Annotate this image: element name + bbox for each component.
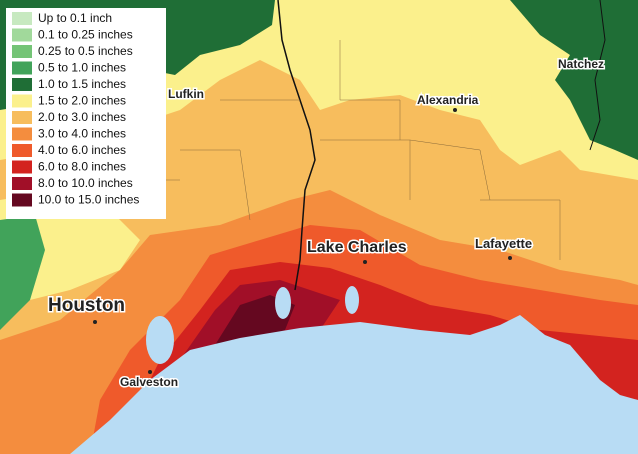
city-label: Galveston: [120, 375, 178, 389]
legend-label: 1.5 to 2.0 inches: [38, 94, 126, 108]
legend-swatch: [12, 78, 32, 91]
legend-swatch: [12, 61, 32, 75]
legend-swatch: [12, 28, 32, 42]
green-zone: [0, 215, 45, 330]
legend: Up to 0.1 inch 0.1 to 0.25 inches 0.25 to …: [6, 8, 166, 219]
city-label: Natchez: [558, 57, 604, 71]
legend-swatch: [12, 127, 32, 141]
legend-label: 0.5 to 1.0 inches: [38, 61, 126, 75]
sabine-lake: [275, 287, 291, 319]
gulf-water: [70, 315, 638, 454]
galveston-bay: [146, 316, 174, 364]
legend-swatch: [12, 144, 32, 157]
river: [589, 0, 606, 151]
green-zone: [510, 0, 638, 160]
state-border: [277, 0, 316, 291]
legend-swatch: [12, 177, 32, 190]
city-label: Lafayette: [475, 236, 532, 251]
city-label: Lufkin: [168, 87, 204, 101]
city-markers: [93, 108, 512, 374]
city-label: Lake Charles: [307, 239, 407, 256]
calcasieu-lake: [345, 286, 359, 314]
legend-label: Up to 0.1 inch: [38, 11, 112, 25]
legend-swatch: [12, 193, 32, 207]
legend-swatch: [12, 12, 32, 25]
legend-label: 6.0 to 8.0 inches: [38, 160, 126, 174]
legend-label: 2.0 to 3.0 inches: [38, 110, 126, 124]
city-label: Houston: [48, 295, 125, 316]
city-dot: [508, 256, 512, 260]
legend-label: 8.0 to 10.0 inches: [38, 176, 133, 190]
legend-label: 0.1 to 0.25 inches: [38, 28, 133, 42]
city-dot: [453, 108, 457, 112]
legend-label: 10.0 to 15.0 inches: [38, 193, 139, 207]
legend-label: 4.0 to 6.0 inches: [38, 143, 126, 157]
legend-label: 0.25 to 0.5 inches: [38, 44, 133, 58]
city-dot: [93, 320, 97, 324]
legend-swatch: [12, 160, 32, 174]
legend-label: 3.0 to 4.0 inches: [38, 127, 126, 141]
city-dot: [363, 260, 367, 264]
legend-swatch: [12, 45, 32, 58]
legend-swatch: [12, 111, 32, 124]
legend-swatch: [12, 94, 32, 108]
legend-box: [6, 8, 166, 219]
city-dot: [148, 370, 152, 374]
city-label: Alexandria: [417, 93, 479, 107]
legend-label: 1.0 to 1.5 inches: [38, 77, 126, 91]
